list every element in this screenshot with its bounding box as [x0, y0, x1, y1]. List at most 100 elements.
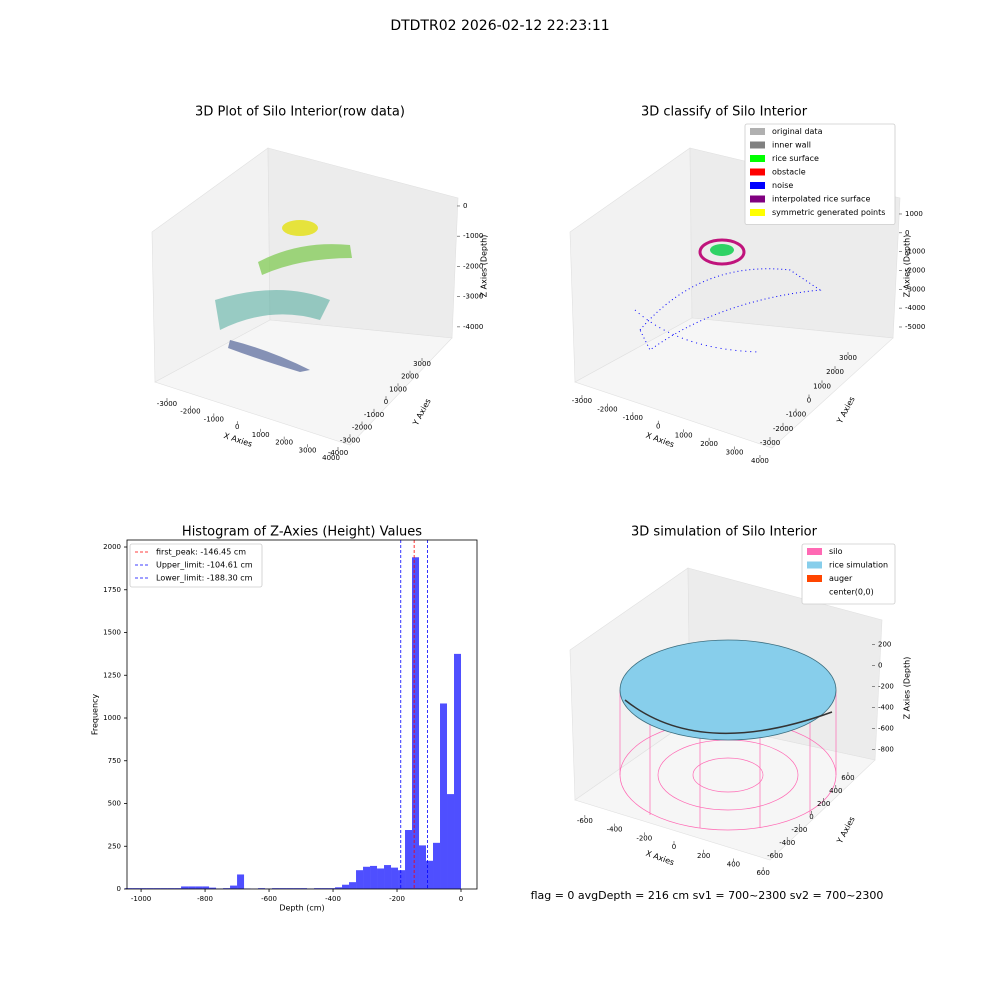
histogram-bar [160, 888, 168, 889]
x-axis-label: X Axies [645, 849, 676, 868]
z-tick-label: -800 [878, 745, 894, 753]
x-tick-label: 400 [727, 860, 740, 868]
chart-title: 3D simulation of Silo Interior [631, 525, 818, 540]
x-tick-label: -2000 [597, 406, 617, 414]
silo-impression [619, 639, 837, 831]
y-axis-label: Frequency [91, 694, 100, 736]
histogram-bar [356, 870, 364, 889]
y-tick-label: -3000 [760, 439, 780, 447]
z-tick-label: -200 [878, 682, 894, 690]
histogram-bar [384, 865, 392, 889]
histogram-bar [405, 830, 413, 889]
legend-box [129, 543, 263, 588]
histogram-bar [377, 868, 385, 889]
y-tick-label: 0 [384, 398, 388, 406]
y-tick-label: -600 [767, 852, 783, 860]
x-tick-label: 3000 [299, 446, 317, 454]
legend-label: Upper_limit: -104.61 cm [156, 561, 253, 570]
z-tick-label: -400 [878, 703, 894, 711]
z-tick-label: 0 [878, 661, 882, 669]
z-tick-label: 0 [463, 202, 467, 210]
histogram-bar [258, 888, 266, 889]
histogram-bar [342, 884, 350, 889]
y-tick-label: -4000 [328, 449, 348, 457]
histogram-bar [181, 886, 189, 889]
chart-title: 3D classify of Silo Interior [641, 105, 808, 120]
y-axis-label: Y Axies [411, 397, 433, 428]
y-tick-label: 1000 [813, 382, 831, 390]
histogram-bar [321, 888, 329, 889]
histogram-bar [447, 794, 455, 889]
legend-label: obstacle [772, 168, 806, 177]
x-tick-label: 0 [656, 423, 660, 431]
x-tick-label: 0 [235, 423, 239, 431]
x-axis-label: X Axies [645, 431, 676, 450]
z-tick-label: -1000 [905, 248, 925, 256]
histogram-bar [440, 703, 448, 889]
z-tick-label: -4000 [905, 304, 925, 312]
z-axis-label: Z Axies (Depth) [903, 657, 912, 720]
histogram-bar [314, 888, 322, 889]
histogram-bar [454, 653, 462, 889]
y-tick-label: -1000 [786, 411, 806, 419]
y-tick-label: 0 [807, 397, 811, 405]
y-tick-label: 0 [809, 813, 813, 821]
histogram-bar [209, 887, 217, 889]
legend-label: rice surface [772, 154, 819, 163]
legend-label: inner wall [772, 141, 811, 150]
x-tick-label: -600 [261, 895, 277, 903]
legend-label: interpolated rice surface [772, 195, 870, 204]
y-tick-label: 1000 [389, 385, 407, 393]
histogram-bar [412, 557, 420, 889]
x-tick-label: 4000 [751, 457, 769, 465]
y-tick-label: -2000 [773, 425, 793, 433]
x-tick-label: -600 [577, 817, 593, 825]
legend-swatch [750, 141, 765, 149]
x-tick-label: 600 [756, 869, 769, 877]
x-tick-label: -400 [325, 895, 341, 903]
legend-label: rice simulation [829, 561, 888, 570]
histogram-bar [202, 886, 210, 889]
histogram-bar [174, 888, 182, 889]
y-axis-label: Y Axies [835, 815, 857, 846]
legend-label: noise [772, 181, 793, 190]
x-tick-label: -1000 [623, 414, 643, 422]
y-tick-label: 3000 [839, 354, 857, 362]
legend-swatch [750, 128, 765, 135]
histogram-bar [370, 865, 378, 889]
histogram-bar [125, 888, 133, 889]
z-tick-label: -600 [878, 724, 894, 732]
histogram-bar [272, 888, 280, 889]
x-tick-label: -1000 [204, 415, 224, 423]
y-tick-label: -1000 [364, 411, 384, 419]
histogram-bar [167, 888, 175, 889]
y-tick-label: 3000 [413, 360, 431, 368]
y-axis-label: Y Axies [835, 395, 857, 426]
y-tick-label: 250 [108, 842, 121, 850]
histogram-bar [139, 888, 147, 889]
histogram-bar [132, 888, 140, 889]
histogram-bar [153, 888, 161, 889]
legend-label: original data [772, 127, 823, 136]
x-tick-label: 0 [672, 843, 676, 851]
legend-swatch [807, 575, 822, 582]
x-tick-label: -3000 [157, 400, 177, 408]
x-tick-label: -200 [636, 834, 652, 842]
y-tick-label: 2000 [103, 543, 121, 551]
legend-swatch [750, 195, 765, 203]
histogram-bar [363, 866, 371, 889]
z-axis-label: Z Axies (Depth) [903, 235, 912, 298]
histogram-bar [349, 882, 357, 889]
histogram-bar [223, 888, 231, 889]
x-axis-label: X Axies [223, 431, 254, 449]
legend-label: silo [829, 547, 843, 556]
histogram-bar [237, 874, 245, 889]
legend-label: center(0,0) [829, 588, 874, 597]
panes [151, 147, 901, 861]
histogram-bar [279, 888, 287, 889]
legend-label: Lower_limit: -188.30 cm [156, 574, 253, 583]
z-tick-label: -2000 [463, 262, 483, 270]
y-tick-label: -3000 [340, 436, 360, 444]
x-tick-label: 1000 [675, 431, 693, 439]
x-tick-label: 0 [459, 895, 463, 903]
